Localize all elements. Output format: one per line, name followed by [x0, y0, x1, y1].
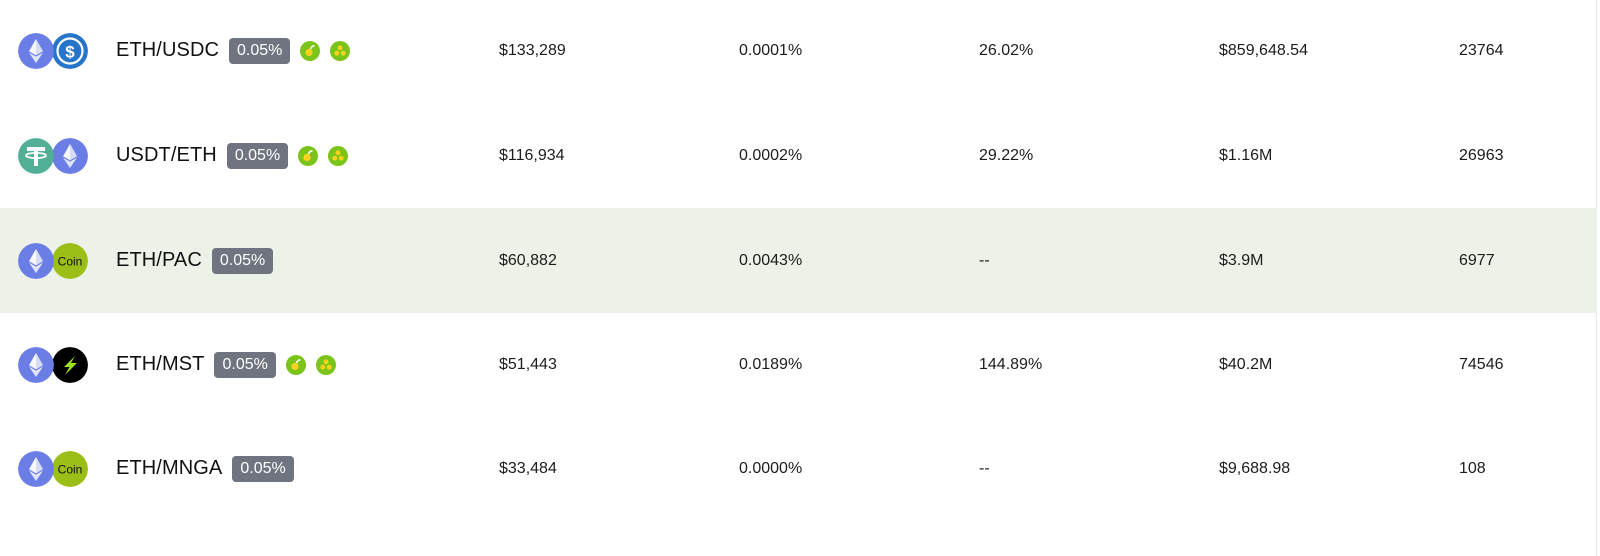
pair-cell: Coin ETH/MNGA 0.05% [18, 449, 294, 489]
tvl-value: $116,934 [499, 146, 565, 164]
transactions-value: 74546 [1459, 355, 1504, 373]
fee-tier-badge: 0.05% [229, 37, 291, 64]
pair-name: ETH/MNGA [116, 457, 223, 479]
fee-tier-badge: 0.05% [232, 455, 294, 482]
coin-placeholder-icon: Coin [52, 450, 88, 487]
pair-cell: Coin ETH/PAC 0.05% [18, 241, 274, 281]
coin-placeholder-icon: Coin [52, 242, 88, 279]
eth-icon [52, 137, 88, 174]
eth-icon [18, 450, 54, 487]
pair-cell: ETH/MST 0.05% [18, 345, 336, 385]
pair-name: ETH/USDC [116, 39, 220, 61]
fee-rate-value: 0.0043% [739, 251, 803, 269]
volume-value: $9,688.98 [1219, 459, 1291, 477]
usdc-icon: $ [52, 32, 88, 69]
tvl-value: $133,289 [499, 41, 566, 59]
table-row-eth-mnga[interactable]: Coin ETH/MNGA 0.05% $33,484 0.0000% -- $… [0, 416, 1597, 521]
pair-cell: USDT/ETH 0.05% [18, 136, 349, 176]
pair-name: ETH/PAC [116, 249, 202, 271]
fee-rate-value: 0.0000% [739, 459, 803, 477]
apr-value: -- [979, 251, 990, 269]
farm-reward-icon [300, 40, 321, 61]
transactions-value: 26963 [1459, 146, 1504, 164]
eth-icon [18, 346, 54, 383]
pair-name: USDT/ETH [116, 144, 217, 166]
transactions-value: 6977 [1459, 251, 1495, 269]
pool-reward-icon [315, 354, 336, 375]
table-row-eth-mst[interactable]: ETH/MST 0.05% $51,443 0.0189% 144.89% $4… [0, 312, 1597, 417]
fee-rate-value: 0.0001% [739, 41, 803, 59]
usdt-icon [18, 137, 54, 174]
svg-text:$: $ [65, 42, 75, 61]
transactions-value: 23764 [1459, 41, 1504, 59]
token-pair-icons: $ [18, 31, 88, 71]
apr-value: -- [979, 459, 990, 477]
apr-value: 144.89% [979, 355, 1043, 373]
pair-cell: $ ETH/USDC 0.05% [18, 31, 351, 71]
tvl-value: $51,443 [499, 355, 557, 373]
pool-reward-icon [328, 145, 349, 166]
volume-value: $859,648.54 [1219, 41, 1308, 59]
table-row-eth-pac[interactable]: Coin ETH/PAC 0.05% $60,882 0.0043% -- $3… [0, 208, 1597, 313]
fee-tier-badge: 0.05% [214, 351, 276, 378]
volume-value: $3.9M [1219, 251, 1264, 269]
tvl-value: $60,882 [499, 251, 557, 269]
apr-value: 29.22% [979, 146, 1034, 164]
mst-bolt-icon [52, 346, 88, 383]
token-pair-icons: Coin [18, 241, 88, 281]
fee-rate-value: 0.0189% [739, 355, 803, 373]
pool-reward-icon [330, 40, 351, 61]
farm-reward-icon [298, 145, 319, 166]
token-pair-icons: Coin [18, 449, 88, 489]
table-row-eth-usdc[interactable]: $ ETH/USDC 0.05% $133,289 0.0001% 26.02%… [0, 0, 1597, 103]
fee-rate-value: 0.0002% [739, 146, 803, 164]
svg-text:Coin: Coin [58, 254, 83, 268]
farm-reward-icon [285, 354, 306, 375]
fee-tier-badge: 0.05% [211, 247, 274, 274]
pair-name: ETH/MST [116, 353, 205, 375]
volume-value: $1.16M [1219, 146, 1273, 164]
volume-value: $40.2M [1219, 355, 1273, 373]
svg-text:Coin: Coin [58, 462, 83, 476]
transactions-value: 108 [1459, 459, 1486, 477]
apr-value: 26.02% [979, 41, 1034, 59]
token-pair-icons [18, 345, 88, 385]
table-row-usdt-eth[interactable]: USDT/ETH 0.05% $116,934 0.0002% 29.22% $… [0, 103, 1597, 208]
eth-icon [18, 242, 54, 279]
eth-icon [18, 32, 54, 69]
token-pair-icons [18, 136, 88, 176]
fee-tier-badge: 0.05% [226, 142, 289, 169]
tvl-value: $33,484 [499, 459, 557, 477]
